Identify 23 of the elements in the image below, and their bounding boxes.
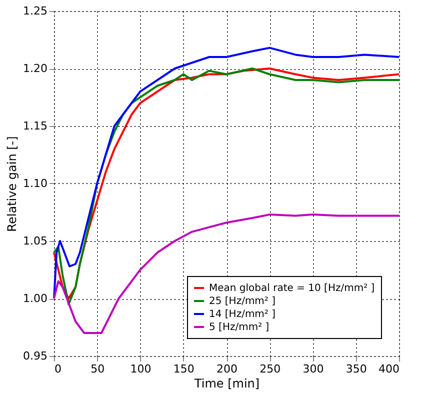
legend-label: 25 [Hz/mm² ] (209, 296, 276, 307)
y-axis-title: Relative gain [-] (5, 136, 20, 232)
x-tick-label: 300 (302, 362, 324, 376)
x-tick-label: 100 (130, 362, 152, 376)
x-tick-label: 50 (90, 362, 105, 376)
x-axis-title: Time [min] (193, 376, 260, 390)
line-series (53, 214, 400, 334)
x-tick-label: 400 (378, 362, 400, 376)
y-tick-label: 1.05 (23, 234, 48, 248)
x-tick-label: 150 (173, 362, 194, 376)
x-tick-label: 250 (260, 362, 281, 376)
x-tick-label: 200 (216, 362, 238, 376)
y-tick-label: 1.20 (23, 62, 48, 75)
x-tick-label: 350 (346, 362, 367, 376)
y-tick-label: 1.25 (23, 4, 48, 18)
y-tick-label: 0.95 (23, 350, 48, 362)
y-tick-label: 1.00 (23, 292, 48, 305)
x-tick-label: 0 (54, 362, 62, 376)
legend-label: 14 [Hz/mm² ] (209, 309, 276, 320)
y-tick-label: 1.10 (23, 177, 48, 190)
y-tick-label: 1.15 (23, 120, 48, 132)
legend-label: Mean global rate = 10 [Hz/mm² ] (209, 283, 375, 294)
legend-label: 5 [Hz/mm² ] (209, 322, 270, 333)
